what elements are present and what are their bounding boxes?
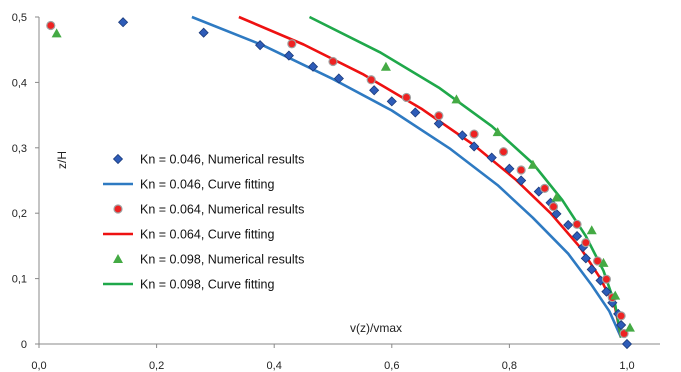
data-point-diamond (516, 175, 527, 186)
data-point-circle (366, 75, 376, 85)
data-point-diamond (486, 152, 497, 163)
y-tick-label: 0,3 (12, 143, 27, 155)
legend-box (100, 146, 350, 296)
data-point-circle (328, 56, 338, 67)
x-tick-label: 0,8 (502, 360, 517, 372)
data-point-diamond (457, 130, 468, 141)
data-point-diamond (118, 17, 129, 28)
data-point-triangle (586, 225, 597, 235)
series-line-5 (308, 15, 623, 338)
data-point-diamond (571, 231, 583, 242)
legend-entry-label: Kn = 0.064, Numerical results (140, 203, 304, 217)
data-point-triangle (380, 61, 391, 71)
data-point-circle (592, 256, 603, 266)
legend-entry-label: Kn = 0.046, Curve fitting (140, 178, 275, 192)
legend-marker-swatch (112, 153, 124, 165)
x-axis-label: v(z)/vmax (350, 321, 402, 335)
data-point-diamond (410, 107, 421, 118)
legend-marker-swatch (113, 204, 123, 214)
y-tick-label: 0,2 (12, 208, 27, 220)
legend-entry-label: Kn = 0.046, Numerical results (140, 153, 304, 167)
x-tick-label: 0,4 (267, 360, 282, 372)
data-point-circle (572, 219, 582, 229)
legend-marker-swatch (113, 254, 123, 263)
data-point-circle (401, 92, 412, 103)
data-point-circle (601, 274, 612, 284)
data-point-circle (287, 39, 297, 49)
y-tick-labels: 0 0,1 0,2 0,3 0,4 0,5 (12, 12, 39, 351)
data-point-diamond (621, 338, 633, 350)
data-points (46, 17, 635, 350)
data-point-diamond (386, 96, 397, 107)
data-point-circle (516, 165, 526, 175)
data-point-diamond (504, 163, 515, 174)
legend: Kn = 0.046, Numerical results Kn = 0.046,… (100, 146, 350, 296)
legend-entry-label: Kn = 0.098, Numerical results (140, 253, 304, 267)
y-tick-label: 0 (21, 339, 27, 351)
data-point-circle (540, 183, 550, 193)
data-point-diamond (616, 319, 627, 331)
data-point-diamond (369, 85, 380, 96)
data-point-triangle (51, 28, 62, 38)
data-point-circle (548, 202, 559, 212)
data-point-circle (46, 20, 56, 31)
data-point-triangle (527, 159, 538, 169)
data-point-diamond (255, 40, 266, 51)
data-point-diamond (198, 27, 209, 38)
axes (38, 17, 660, 345)
data-point-circle (434, 111, 444, 121)
data-point-diamond (469, 141, 480, 152)
y-tick-label: 0,1 (12, 274, 27, 286)
data-point-triangle (492, 127, 503, 137)
y-axis-label: z/H (55, 151, 69, 169)
legend-entry-label: Kn = 0.064, Curve fitting (140, 228, 275, 242)
data-point-diamond (551, 208, 562, 219)
x-tick-labels: 0,0 0,2 0,4 0,6 0,8 1,0 (31, 344, 635, 372)
data-point-circle (581, 238, 591, 248)
data-point-triangle (598, 257, 609, 267)
data-point-circle (469, 129, 479, 139)
data-point-diamond (333, 73, 344, 84)
data-point-circle (616, 311, 626, 321)
data-point-triangle (624, 322, 635, 332)
y-tick-label: 0,4 (12, 77, 27, 89)
data-point-triangle (551, 192, 562, 202)
data-point-diamond (563, 219, 574, 231)
data-point-triangle (610, 290, 621, 300)
data-point-diamond (433, 118, 444, 129)
data-point-diamond (307, 61, 319, 72)
x-tick-label: 0,2 (149, 360, 164, 372)
data-point-diamond (580, 253, 591, 264)
x-tick-label: 0,0 (31, 360, 46, 372)
data-point-circle (498, 147, 509, 157)
x-tick-label: 0,6 (384, 360, 399, 372)
y-tick-label: 0,5 (12, 12, 27, 24)
x-tick-label: 1,0 (619, 360, 634, 372)
data-point-triangle (451, 94, 462, 104)
data-point-diamond (601, 286, 612, 297)
data-point-diamond (283, 50, 294, 61)
legend-entry-label: Kn = 0.098, Curve fitting (140, 278, 275, 292)
data-point-diamond (586, 264, 597, 275)
